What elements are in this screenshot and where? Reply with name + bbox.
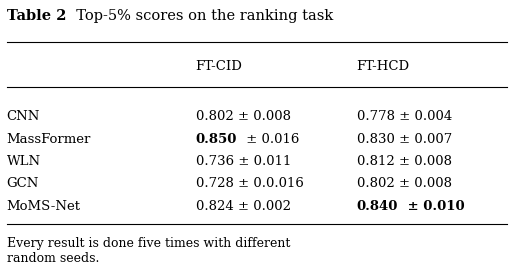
Text: MassFormer: MassFormer bbox=[7, 133, 91, 146]
Text: 0.824 ± 0.002: 0.824 ± 0.002 bbox=[196, 200, 290, 213]
Text: 0.802 ± 0.008: 0.802 ± 0.008 bbox=[357, 177, 452, 190]
Text: 0.736 ± 0.011: 0.736 ± 0.011 bbox=[196, 155, 291, 168]
Text: 0.778 ± 0.004: 0.778 ± 0.004 bbox=[357, 110, 452, 123]
Text: Top-5% scores on the ranking task: Top-5% scores on the ranking task bbox=[67, 9, 333, 23]
Text: 0.802 ± 0.008: 0.802 ± 0.008 bbox=[196, 110, 290, 123]
Text: Every result is done five times with different
random seeds.: Every result is done five times with dif… bbox=[7, 237, 290, 266]
Text: FT-CID: FT-CID bbox=[196, 60, 243, 73]
Text: CNN: CNN bbox=[7, 110, 40, 123]
Text: 0.840: 0.840 bbox=[357, 200, 398, 213]
Text: Table 2: Table 2 bbox=[7, 9, 66, 23]
Text: ± 0.016: ± 0.016 bbox=[242, 133, 299, 146]
Text: FT-HCD: FT-HCD bbox=[357, 60, 410, 73]
Text: 0.728 ± 0.0.016: 0.728 ± 0.0.016 bbox=[196, 177, 304, 190]
Text: WLN: WLN bbox=[7, 155, 41, 168]
Text: MoMS-Net: MoMS-Net bbox=[7, 200, 81, 213]
Text: 0.812 ± 0.008: 0.812 ± 0.008 bbox=[357, 155, 452, 168]
Text: ± 0.010: ± 0.010 bbox=[402, 200, 464, 213]
Text: 0.850: 0.850 bbox=[196, 133, 237, 146]
Text: 0.830 ± 0.007: 0.830 ± 0.007 bbox=[357, 133, 452, 146]
Text: GCN: GCN bbox=[7, 177, 39, 190]
